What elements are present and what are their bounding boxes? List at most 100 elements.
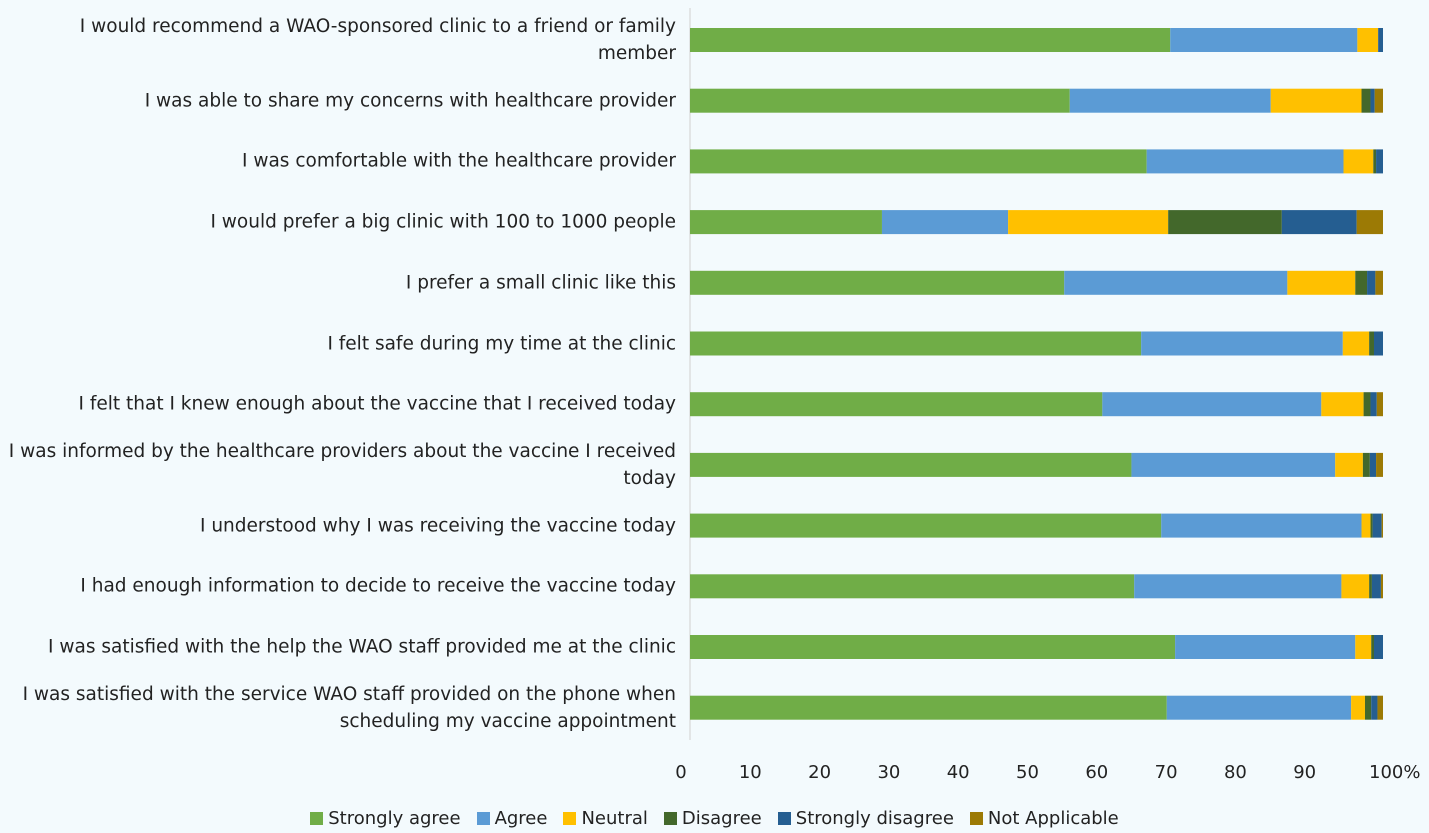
- legend-label: Strongly disagree: [795, 808, 954, 829]
- bar-segment: [690, 635, 1176, 659]
- bar-segment: [1270, 88, 1362, 113]
- bar-segment: [1369, 331, 1374, 356]
- x-tick-label: 80: [1224, 762, 1247, 783]
- bar-segment: [1373, 635, 1383, 659]
- bar-segment: [690, 695, 1167, 720]
- bar-segment: [1378, 28, 1383, 52]
- bar-segment: [690, 452, 1132, 477]
- bar-segment: [1370, 392, 1377, 417]
- bar-segment: [1376, 452, 1383, 477]
- bar-segment: [1341, 574, 1370, 599]
- bar-segment: [690, 149, 1147, 174]
- legend-swatch: [969, 812, 983, 825]
- bar-segment: [1008, 210, 1169, 235]
- bar-segment: [1287, 270, 1356, 295]
- category-label: I was able to share my concerns with hea…: [144, 90, 676, 112]
- bar-segment: [1370, 88, 1375, 113]
- x-tick-label: 0: [675, 762, 686, 783]
- category-label: I understood why I was receiving the vac…: [200, 515, 676, 537]
- category-label: I felt that I knew enough about the vacc…: [78, 393, 677, 415]
- bar-segment: [690, 28, 1171, 52]
- x-tick-label: 20: [808, 762, 831, 783]
- bar-segment: [1356, 210, 1383, 235]
- bar-segment: [1369, 574, 1372, 599]
- bar-segment: [1351, 695, 1365, 720]
- bar-segment: [1362, 452, 1370, 477]
- x-tick-label: 90: [1293, 762, 1316, 783]
- legend-item: Strongly agree: [310, 808, 461, 829]
- bar-segment: [1166, 695, 1352, 720]
- bar-segment: [1370, 513, 1373, 538]
- category-label: I would prefer a big clinic with 100 to …: [210, 211, 676, 233]
- bar-segment: [1281, 210, 1357, 235]
- bar-segment: [1141, 331, 1343, 356]
- bar-segment: [690, 210, 882, 235]
- legend-item: Agree: [476, 808, 548, 829]
- bar-segment: [1355, 635, 1372, 659]
- bar-segment: [1321, 392, 1364, 417]
- legend-item: Disagree: [663, 808, 762, 829]
- bar-segment: [1369, 452, 1377, 477]
- bar-segment: [1146, 149, 1344, 174]
- bar-segment: [1371, 695, 1378, 720]
- category-label: I was satisfied with the service WAO sta…: [22, 683, 676, 732]
- legend-label: Agree: [494, 808, 548, 829]
- bar-segment: [1373, 149, 1377, 174]
- bar-segment: [1371, 635, 1374, 659]
- bar-segment: [1375, 270, 1383, 295]
- bar-segment: [1102, 392, 1322, 417]
- bar-segment: [1361, 513, 1371, 538]
- bar-segment: [1376, 392, 1383, 417]
- bar-segment: [1374, 88, 1383, 113]
- legend: Strongly agree Agree Neutral Disagree Strong…: [0, 808, 1429, 829]
- category-label: I was comfortable with the healthcare pr…: [242, 150, 676, 172]
- bar-segment: [1134, 574, 1342, 599]
- x-tick-label: 40: [947, 762, 970, 783]
- category-label: I felt safe during my time at the clinic: [327, 333, 676, 354]
- bar-segment: [690, 88, 1070, 113]
- category-label: I prefer a small clinic like this: [405, 272, 676, 294]
- bar-segment: [1069, 88, 1271, 113]
- bar-segment: [1373, 331, 1383, 356]
- legend-swatch: [476, 812, 490, 825]
- bar-segment: [690, 270, 1065, 295]
- category-label: I was satisfied with the help the WAO st…: [48, 636, 676, 658]
- bar-segment: [1372, 513, 1382, 538]
- bar-segment: [1343, 149, 1374, 174]
- bar-segment: [1357, 28, 1379, 52]
- bar-segment: [690, 331, 1142, 356]
- legend-swatch: [663, 812, 677, 825]
- x-tick-label: 100%: [1369, 762, 1420, 783]
- legend-item: Neutral: [563, 808, 648, 829]
- bar-segment: [1377, 695, 1383, 720]
- bar-segment: [1175, 635, 1356, 659]
- bar-segment: [1363, 392, 1371, 417]
- category-label: I would recommend a WAO-sponsored clinic…: [79, 16, 676, 64]
- bar-segment: [1168, 210, 1282, 235]
- bar-segment: [1064, 270, 1288, 295]
- bar-segment: [1367, 270, 1376, 295]
- legend-label: Not Applicable: [987, 808, 1119, 829]
- bar-segment: [1361, 88, 1371, 113]
- bar-segment: [1342, 331, 1370, 356]
- x-tick-label: 50: [1016, 762, 1039, 783]
- bar-segment: [1371, 574, 1381, 599]
- x-tick-label: 30: [877, 762, 900, 783]
- legend-swatch: [563, 812, 577, 825]
- bar-segment: [1170, 28, 1358, 52]
- x-tick-label: 60: [1085, 762, 1108, 783]
- bar-segment: [1364, 695, 1372, 720]
- bar-segment: [881, 210, 1009, 235]
- bar-segment: [1335, 452, 1363, 477]
- bar-segment: [1355, 270, 1368, 295]
- bar-segment: [690, 392, 1103, 417]
- category-label: I was informed by the healthcare provide…: [8, 440, 676, 489]
- legend-swatch: [310, 812, 324, 825]
- bar-segment: [1380, 574, 1383, 599]
- bar-segment: [1376, 149, 1383, 174]
- legend-label: Neutral: [581, 808, 648, 829]
- legend-label: Disagree: [681, 808, 762, 829]
- legend-item: Not Applicable: [969, 808, 1119, 829]
- legend-swatch: [777, 812, 791, 825]
